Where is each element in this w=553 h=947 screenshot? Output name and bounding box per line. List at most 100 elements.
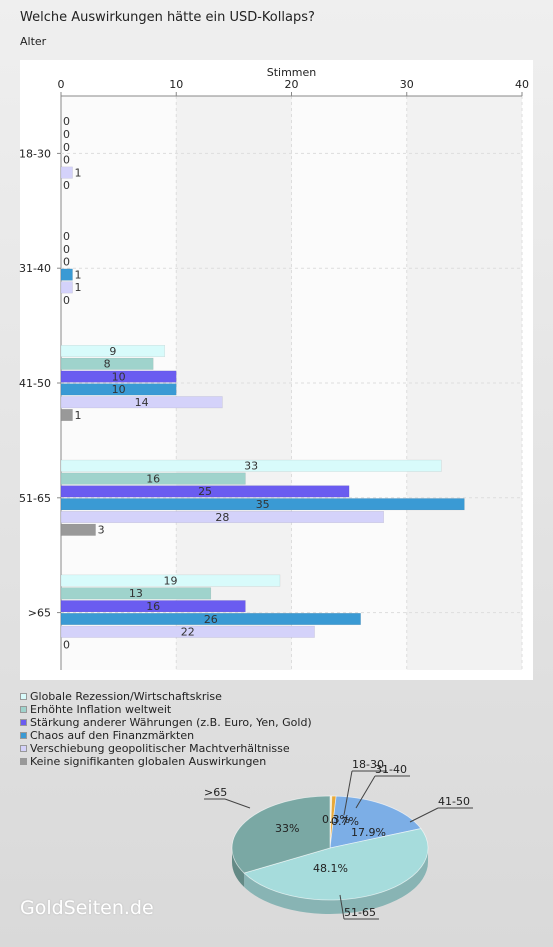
- legend-label: Verschiebung geopolitischer Machtverhält…: [30, 742, 290, 755]
- bar-value-label: 0: [63, 230, 70, 243]
- bar-value-label: 14: [135, 396, 149, 409]
- x-tick-label: 40: [515, 78, 529, 91]
- bar-value-label: 0: [63, 256, 70, 269]
- y-tick-label: 18-30: [19, 147, 51, 160]
- bar-value-label: 13: [129, 587, 143, 600]
- legend-swatch: [20, 719, 27, 726]
- bar: [60, 396, 223, 409]
- legend: Globale Rezession/Wirtschaftskrise Erhöht…: [20, 690, 312, 768]
- legend-item: Erhöhte Inflation weltweit: [20, 703, 312, 716]
- pie-category-label: 31-40: [375, 763, 407, 776]
- bar: [60, 498, 465, 511]
- bar: [60, 268, 73, 281]
- pie-slice: [231, 795, 331, 874]
- pie-slice-side: [232, 848, 245, 888]
- bar: [60, 409, 73, 421]
- pie-callout-line: [224, 798, 251, 809]
- bar: [60, 511, 384, 523]
- pie-slice-side: [244, 848, 428, 914]
- pie-callout-line: [343, 770, 353, 816]
- pie-percent-label: 33%: [275, 822, 299, 835]
- pie-callout-line: [339, 894, 345, 920]
- legend-swatch: [20, 706, 27, 713]
- x-axis-title: Stimmen: [267, 66, 317, 79]
- legend-item: Stärkung anderer Währungen (z.B. Euro, Y…: [20, 716, 312, 729]
- bar-value-label: 1: [75, 409, 82, 422]
- bar-value-label: 19: [163, 574, 177, 587]
- legend-label: Stärkung anderer Währungen (z.B. Euro, Y…: [30, 716, 312, 729]
- pie-percent-label: 17.9%: [351, 826, 386, 839]
- legend-swatch: [20, 758, 27, 765]
- bar-value-label: 9: [109, 345, 116, 358]
- bar: [60, 472, 246, 485]
- legend-swatch: [20, 732, 27, 739]
- legend-label: Globale Rezession/Wirtschaftskrise: [30, 690, 222, 703]
- bar-value-label: 1: [75, 281, 82, 294]
- legend-label: Chaos auf den Finanzmärkten: [30, 729, 195, 742]
- bar: [60, 587, 212, 600]
- legend-swatch: [20, 745, 27, 752]
- bar: [60, 166, 73, 179]
- bar-value-label: 26: [204, 613, 218, 626]
- pie-percent-label: 0.3%: [322, 813, 350, 826]
- bar: [60, 281, 73, 294]
- x-tick-label: 30: [400, 78, 414, 91]
- bar: [60, 485, 350, 498]
- bar: [60, 523, 96, 536]
- pie-callout-line: [409, 807, 439, 823]
- bar: [60, 357, 154, 370]
- y-tick-label: >65: [28, 607, 51, 620]
- legend-item: Verschiebung geopolitischer Machtverhält…: [20, 742, 312, 755]
- bar-value-label: 8: [104, 358, 111, 371]
- legend-item: Globale Rezession/Wirtschaftskrise: [20, 690, 312, 703]
- bar: [60, 383, 177, 396]
- legend-item: Keine signifikanten globalen Auswirkunge…: [20, 755, 312, 768]
- pie-percent-label: 48.1%: [313, 862, 348, 875]
- chart-subtitle: Alter: [20, 35, 47, 48]
- pie-category-label: 18-30: [352, 758, 384, 771]
- bar: [60, 574, 281, 587]
- legend-item: Chaos auf den Finanzmärkten: [20, 729, 312, 742]
- y-tick-label: 31-40: [19, 262, 51, 275]
- y-tick-label: 41-50: [19, 377, 51, 390]
- bar-value-label: 16: [146, 600, 160, 613]
- x-tick-label: 10: [169, 78, 183, 91]
- bar-value-label: 28: [215, 511, 229, 524]
- bar-value-label: 0: [63, 243, 70, 256]
- brand-logo: GoldSeiten.de: [20, 897, 154, 919]
- bar-value-label: 3: [98, 524, 105, 537]
- legend-label: Erhöhte Inflation weltweit: [30, 703, 172, 716]
- bar-value-label: 25: [198, 485, 212, 498]
- bar-value-label: 0: [63, 154, 70, 167]
- bar-value-label: 1: [75, 268, 82, 281]
- bar: [60, 600, 246, 613]
- bar-value-label: 10: [112, 370, 126, 383]
- bar: [60, 345, 165, 357]
- bar: [60, 459, 442, 472]
- legend-label: Keine signifikanten globalen Auswirkunge…: [30, 755, 267, 768]
- x-tick-label: 0: [58, 78, 65, 91]
- pie-slice: [243, 828, 429, 901]
- pie-category-label: >65: [204, 786, 227, 799]
- bar-value-label: 0: [63, 294, 70, 307]
- bar: [60, 370, 177, 383]
- chart-title: Welche Auswirkungen hätte ein USD-Kollap…: [20, 10, 315, 25]
- bar: [60, 625, 315, 638]
- bar-value-label: 0: [63, 115, 70, 128]
- pie-percent-label: 0.7%: [331, 815, 359, 828]
- bar-value-label: 35: [256, 498, 270, 511]
- bar-value-label: 0: [63, 141, 70, 154]
- x-tick-label: 20: [285, 78, 299, 91]
- bar-value-label: 16: [146, 472, 160, 485]
- bar-value-label: 0: [63, 128, 70, 141]
- y-tick-label: 51-65: [19, 492, 51, 505]
- bar-value-label: 0: [63, 638, 70, 651]
- bar-value-label: 10: [112, 383, 126, 396]
- pie-callout-line: [355, 775, 376, 809]
- bar: [60, 613, 361, 625]
- bar-value-label: 22: [181, 626, 195, 639]
- pie-slice: [329, 795, 422, 849]
- bar-value-label: 33: [244, 460, 258, 473]
- legend-swatch: [20, 693, 27, 700]
